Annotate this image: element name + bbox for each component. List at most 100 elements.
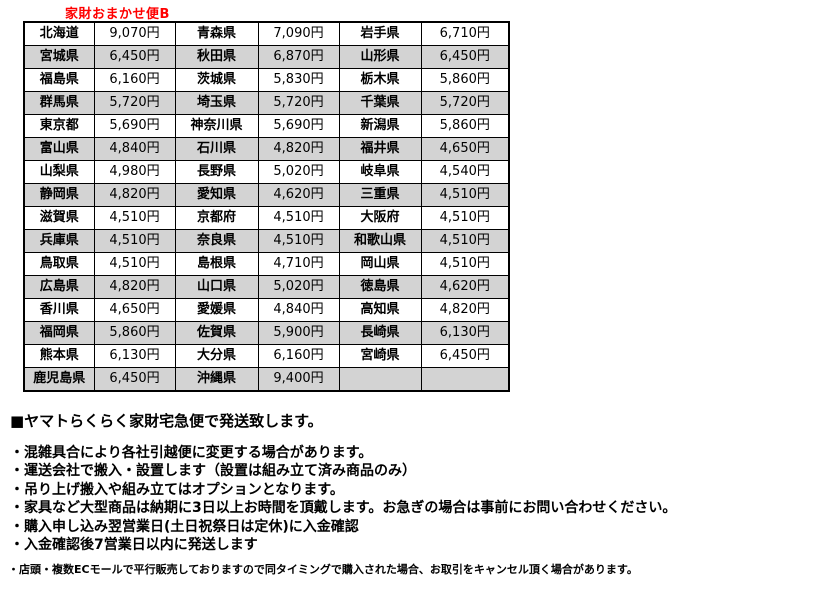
prefecture-cell: 岐阜県: [338, 160, 422, 184]
prefecture-cell: 茨城県: [174, 68, 259, 92]
table-row: 福岡県 5,860円 佐賀県 5,900円 長崎県 6,130円: [23, 321, 510, 345]
prefecture-cell: 千葉県: [338, 91, 422, 115]
prefecture-cell: 埼玉県: [174, 91, 259, 115]
price-cell: 5,020円: [257, 275, 340, 299]
price-cell: 4,650円: [420, 137, 510, 161]
price-cell: 6,450円: [93, 367, 176, 392]
prefecture-cell: 神奈川県: [174, 114, 259, 138]
price-cell: 9,400円: [257, 367, 340, 392]
price-cell: 7,090円: [257, 21, 340, 46]
table-row: 福島県 6,160円 茨城県 5,830円 栃木県 5,860円: [23, 68, 510, 92]
price-cell: 5,690円: [93, 114, 176, 138]
price-cell: [420, 367, 510, 392]
price-cell: 6,160円: [257, 344, 340, 368]
table-row: 富山県 4,840円 石川県 4,820円 福井県 4,650円: [23, 137, 510, 161]
note-line: ・家具など大型商品は納期に3日以上お時間を頂戴します。お急ぎの場合は事前にお問い…: [10, 500, 677, 517]
prefecture-cell: 熊本県: [23, 344, 95, 368]
price-cell: 5,860円: [420, 68, 510, 92]
table-row: 静岡県 4,820円 愛知県 4,620円 三重県 4,510円: [23, 183, 510, 207]
price-cell: 6,870円: [257, 45, 340, 69]
price-cell: 6,160円: [93, 68, 176, 92]
price-cell: 4,540円: [420, 160, 510, 184]
price-cell: 9,070円: [93, 21, 176, 46]
price-cell: 4,820円: [93, 275, 176, 299]
price-cell: 4,510円: [93, 206, 176, 230]
price-cell: 6,130円: [93, 344, 176, 368]
price-cell: 4,710円: [257, 252, 340, 276]
table-row: 宮城県 6,450円 秋田県 6,870円 山形県 6,450円: [23, 45, 510, 69]
prefecture-cell: 香川県: [23, 298, 95, 322]
price-cell: 5,860円: [93, 321, 176, 345]
note-line: ・購入申し込み翌営業日(土日祝祭日は定休)に入金確認: [10, 518, 359, 535]
price-cell: 4,510円: [257, 206, 340, 230]
price-cell: 5,830円: [257, 68, 340, 92]
prefecture-cell: 広島県: [23, 275, 95, 299]
prefecture-cell: 福岡県: [23, 321, 95, 345]
notes-footnote: ・店頭・複数ECモールで平行販売しておりますので同タイミングで購入された場合、お…: [8, 563, 638, 577]
prefecture-cell: 岡山県: [338, 252, 422, 276]
notes-heading: ■ヤマトらくらく家財宅急便で発送致します。: [10, 412, 323, 430]
prefecture-cell: 秋田県: [174, 45, 259, 69]
notes-section: ■ヤマトらくらく家財宅急便で発送致します。 ・混雑具合により各社引越便に変更する…: [8, 410, 816, 577]
prefecture-cell: 佐賀県: [174, 321, 259, 345]
table-row: 群馬県 5,720円 埼玉県 5,720円 千葉県 5,720円: [23, 91, 510, 115]
prefecture-cell: 青森県: [174, 21, 259, 46]
prefecture-cell: 東京都: [23, 114, 95, 138]
price-cell: 4,840円: [257, 298, 340, 322]
prefecture-cell: 島根県: [174, 252, 259, 276]
prefecture-cell: 山口県: [174, 275, 259, 299]
prefecture-cell: 長野県: [174, 160, 259, 184]
note-line: ・吊り上げ搬入や組み立てはオプションとなります。: [10, 481, 344, 498]
price-cell: 5,720円: [257, 91, 340, 115]
table-row: 熊本県 6,130円 大分県 6,160円 宮崎県 6,450円: [23, 344, 510, 368]
notes-bullets: ・混雑具合により各社引越便に変更する場合があります。 ・運送会社で搬入・設置します…: [8, 444, 816, 554]
prefecture-cell: 宮城県: [23, 45, 95, 69]
prefecture-cell: 富山県: [23, 137, 95, 161]
price-cell: 6,710円: [420, 21, 510, 46]
prefecture-cell: 大阪府: [338, 206, 422, 230]
table-row: 鹿児島県 6,450円 沖縄県 9,400円: [23, 367, 510, 392]
price-cell: 5,690円: [257, 114, 340, 138]
prefecture-cell: 岩手県: [338, 21, 422, 46]
note-line: ・混雑具合により各社引越便に変更する場合があります。: [10, 445, 373, 461]
price-cell: 6,450円: [420, 344, 510, 368]
prefecture-cell: 滋賀県: [23, 206, 95, 230]
table-row: 滋賀県 4,510円 京都府 4,510円 大阪府 4,510円: [23, 206, 510, 230]
prefecture-cell: 山梨県: [23, 160, 95, 184]
prefecture-cell: 和歌山県: [338, 229, 422, 253]
prefecture-cell: 鳥取県: [23, 252, 95, 276]
price-cell: 4,620円: [420, 275, 510, 299]
prefecture-cell: 福井県: [338, 137, 422, 161]
prefecture-cell: 静岡県: [23, 183, 95, 207]
price-cell: 4,840円: [93, 137, 176, 161]
prefecture-cell: 高知県: [338, 298, 422, 322]
table-row: 兵庫県 4,510円 奈良県 4,510円 和歌山県 4,510円: [23, 229, 510, 253]
prefecture-cell: 愛媛県: [174, 298, 259, 322]
price-cell: 4,820円: [420, 298, 510, 322]
price-cell: 4,510円: [93, 252, 176, 276]
prefecture-cell: 群馬県: [23, 91, 95, 115]
table-row: 東京都 5,690円 神奈川県 5,690円 新潟県 5,860円: [23, 114, 510, 138]
price-cell: 5,020円: [257, 160, 340, 184]
prefecture-cell: 石川県: [174, 137, 259, 161]
table-row: 鳥取県 4,510円 島根県 4,710円 岡山県 4,510円: [23, 252, 510, 276]
price-cell: 4,510円: [93, 229, 176, 253]
price-cell: 5,720円: [93, 91, 176, 115]
price-cell: 4,980円: [93, 160, 176, 184]
price-cell: 4,510円: [420, 206, 510, 230]
prefecture-cell: [338, 367, 422, 392]
prefecture-cell: 兵庫県: [23, 229, 95, 253]
table-row: 香川県 4,650円 愛媛県 4,840円 高知県 4,820円: [23, 298, 510, 322]
prefecture-cell: 山形県: [338, 45, 422, 69]
price-cell: 4,650円: [93, 298, 176, 322]
table-title: 家財おまかせ便B: [65, 7, 170, 22]
shipping-price-table: 北海道 9,070円 青森県 7,090円 岩手県 6,710円 宮城県 6,450円 秋田県 6…: [23, 21, 510, 392]
prefecture-cell: 奈良県: [174, 229, 259, 253]
note-line: ・入金確認後7営業日以内に発送します: [10, 537, 258, 554]
price-cell: 4,510円: [420, 229, 510, 253]
prefecture-cell: 大分県: [174, 344, 259, 368]
prefecture-cell: 沖縄県: [174, 367, 259, 392]
price-cell: 5,720円: [420, 91, 510, 115]
price-cell: 5,860円: [420, 114, 510, 138]
